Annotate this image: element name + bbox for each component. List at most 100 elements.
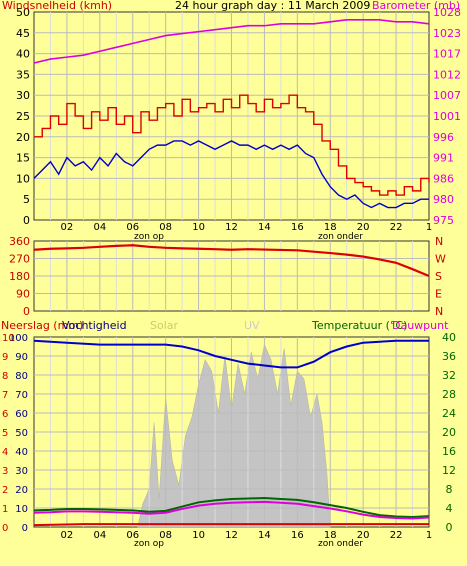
y-right-tick-label: 1007 [433, 89, 461, 102]
humidity-tick-label: 10 [15, 504, 28, 515]
humidity-tick-label: 0 [22, 523, 28, 534]
y-tick-labels: 0 5 10 15 20 25 30 35 40 45 50 [16, 6, 30, 227]
y-tick-label: 15 [16, 152, 30, 165]
series-line-windsnelheid [34, 94, 430, 196]
compass-label: W [435, 253, 446, 266]
series-layer [33, 19, 430, 209]
y-right-tick-label: 975 [433, 214, 454, 227]
y-tick-label: 5 [23, 193, 30, 206]
series-line-wind-direction [33, 244, 430, 278]
sunset-label: zon onder [318, 232, 363, 242]
humidity-tick-label: 70 [15, 390, 28, 401]
y-tick-label: 45 [16, 27, 30, 40]
y-right-tick-label: 986 [433, 172, 454, 185]
grid [34, 12, 429, 220]
y-tick-label: 50 [16, 6, 30, 19]
temperature-tick-label: 28 [442, 388, 456, 401]
rain-tick-label: 1 [2, 504, 8, 515]
temperature-tick-label: 4 [446, 502, 453, 515]
x-tick-label: 02 [61, 222, 74, 233]
x-tick-label: 18 [324, 530, 337, 541]
temperature-tick-label: 40 [442, 331, 456, 344]
rain-tick-labels: 0 1 2 3 4 5 6 7 8 9 10 [2, 333, 15, 534]
x-tick-label: 12 [225, 530, 238, 541]
wind-barometer-panel: 0 5 10 15 20 25 30 35 40 45 50 975 980 986 991 996 1001… [2, 0, 461, 242]
y-right-tick-label: 1023 [433, 27, 461, 40]
compass-label: S [435, 270, 442, 283]
y-tick-label: 10 [16, 172, 30, 185]
solar-area [137, 343, 331, 528]
legend-solar: Solar [150, 319, 179, 332]
y-tick-label: 30 [16, 89, 30, 102]
temperature-tick-label: 36 [442, 350, 456, 363]
temperature-tick-label: 24 [442, 407, 456, 420]
compass-label: E [435, 288, 442, 301]
temperature-tick-label: 12 [442, 464, 456, 477]
rain-tick-label: 9 [2, 352, 8, 363]
rain-axis-label: Neerslag (mm) [1, 319, 83, 332]
x-tick-label: 06 [126, 222, 139, 233]
y-tick-labels: 0 90 180 270 360 [9, 235, 30, 318]
y-tick-label: 270 [9, 253, 30, 266]
sunrise-label: zon op [134, 539, 164, 549]
sunrise-label: zon op [134, 232, 164, 242]
rain-tick-label: 8 [2, 371, 8, 382]
temperature-tick-label: 20 [442, 426, 456, 439]
y-tick-label: 0 [23, 214, 30, 227]
y-tick-label: 40 [16, 48, 30, 61]
x-tick-label: 10 [192, 222, 205, 233]
y-tick-label: 35 [16, 68, 30, 81]
rain-tick-label: 6 [2, 409, 8, 420]
x-tick-label: 02 [61, 530, 74, 541]
x-tick-label: 12 [225, 222, 238, 233]
x-tick-label: 14 [258, 222, 271, 233]
y-right-tick-label: 1028 [433, 6, 461, 19]
x-tick-label: 1 [426, 530, 432, 541]
humidity-tick-label: 40 [15, 447, 28, 458]
series-line-windstoten [33, 140, 429, 209]
chart-title: 24 hour graph day : 11 March 2009 [175, 0, 370, 12]
sunset-label: zon onder [318, 539, 363, 549]
x-tick-label: 1 [426, 222, 432, 233]
temperature-tick-label: 32 [442, 369, 456, 382]
y-right-tick-label: 1001 [433, 110, 461, 123]
legend-temperature: Temperatuur (°C) [311, 319, 407, 332]
x-tick-label: 20 [357, 530, 370, 541]
x-tick-label: 08 [159, 222, 172, 233]
x-tick-label: 04 [93, 530, 106, 541]
y-right-tick-labels: 975 980 986 991 996 1001 1007 1012 1017 1023 1028 [433, 6, 461, 227]
series-layer [33, 244, 430, 278]
series-line-neerslag [33, 523, 429, 527]
y-right-tick-label: 980 [433, 193, 454, 206]
x-tick-label: 22 [390, 530, 403, 541]
y-right-tick-label: 1017 [433, 48, 461, 61]
y-tick-label: 90 [16, 288, 30, 301]
compass-label: N [435, 305, 443, 318]
humidity-tick-label: 80 [15, 371, 28, 382]
y-axis-label: Windsnelheid (kmh) [2, 0, 112, 12]
humidity-tick-label: 20 [15, 485, 28, 496]
rain-tick-label: 4 [2, 447, 8, 458]
temperature-tick-label: 0 [446, 521, 453, 534]
y-right-tick-label: 996 [433, 131, 454, 144]
x-tick-label: 22 [390, 222, 403, 233]
y-right-tick-label: 991 [433, 152, 454, 165]
rain-tick-label: 10 [2, 333, 15, 344]
legend-humidity: Vochtigheid [62, 319, 127, 332]
humidity-tick-label: 100 [9, 333, 28, 344]
x-tick-labels: 02 04 06 08 10 12 14 16 18 20 22 1 [61, 222, 433, 233]
series-line-dauwpunt [33, 500, 430, 520]
legend-dewpoint: Dauwpunt [392, 319, 449, 332]
x-tick-label: 14 [258, 530, 271, 541]
series-line-vochtigheid [33, 339, 429, 369]
y-tick-label: 360 [9, 235, 30, 248]
rain-tick-label: 2 [2, 485, 8, 496]
x-tick-label: 16 [291, 530, 304, 541]
temperature-tick-labels: 0 4 8 12 16 20 24 28 32 36 40 [442, 331, 456, 534]
x-tick-label: 16 [291, 222, 304, 233]
y-tick-label: 25 [16, 110, 30, 123]
x-tick-label: 04 [93, 222, 106, 233]
